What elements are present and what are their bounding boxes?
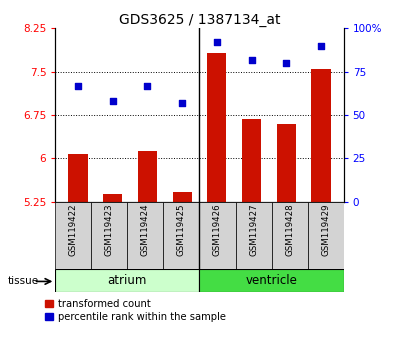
Bar	[199, 269, 344, 292]
Bar	[173, 192, 192, 202]
Bar	[55, 202, 91, 269]
Bar	[242, 119, 261, 202]
Bar	[207, 53, 226, 202]
Text: tissue: tissue	[8, 276, 39, 286]
Point	[144, 83, 150, 88]
Bar	[164, 202, 199, 269]
Text: GSM119427: GSM119427	[249, 204, 258, 256]
Bar	[199, 202, 235, 269]
Point	[75, 83, 81, 88]
Text: GSM119422: GSM119422	[69, 204, 78, 256]
Bar	[91, 202, 127, 269]
Point	[248, 57, 255, 62]
Text: GSM119423: GSM119423	[105, 204, 114, 256]
Legend: transformed count, percentile rank within the sample: transformed count, percentile rank withi…	[45, 299, 226, 322]
Bar	[55, 269, 199, 292]
Point	[179, 100, 185, 106]
Bar	[272, 202, 308, 269]
Text: GSM119426: GSM119426	[213, 204, 222, 256]
Point	[283, 60, 290, 66]
Text: atrium: atrium	[108, 274, 147, 287]
Text: GSM119424: GSM119424	[141, 204, 150, 256]
Bar	[138, 152, 157, 202]
Text: GSM119429: GSM119429	[321, 204, 330, 256]
Point	[318, 43, 324, 48]
Point	[109, 98, 116, 104]
Bar	[127, 202, 164, 269]
Bar	[68, 154, 88, 202]
Text: GSM119425: GSM119425	[177, 204, 186, 256]
Text: GSM119428: GSM119428	[285, 204, 294, 256]
Bar	[277, 124, 296, 202]
Bar	[235, 202, 272, 269]
Text: ventricle: ventricle	[246, 274, 297, 287]
Bar	[308, 202, 344, 269]
Title: GDS3625 / 1387134_at: GDS3625 / 1387134_at	[119, 13, 280, 27]
Point	[214, 39, 220, 45]
Bar	[103, 194, 122, 202]
Bar	[311, 69, 331, 202]
